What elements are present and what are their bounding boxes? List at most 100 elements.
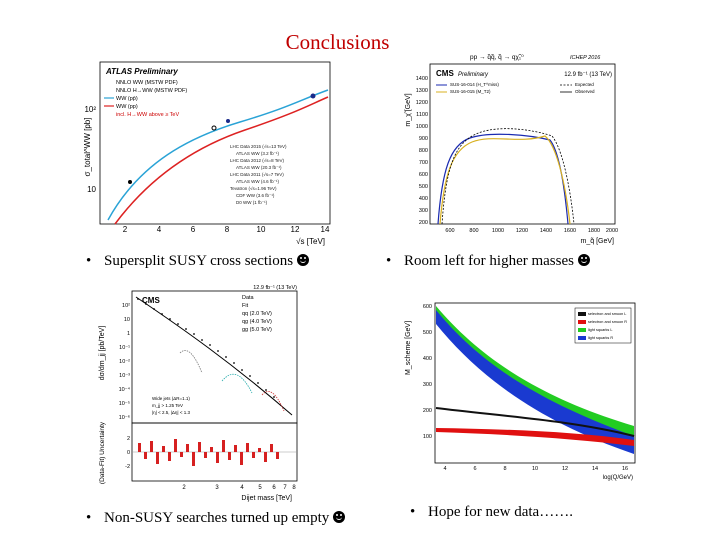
bullet-dot: • — [386, 253, 392, 269]
susy-xtick: 1400 — [540, 228, 552, 234]
mass-legend: light squarks R — [588, 336, 613, 340]
susy-header: pp → q̃q̃, q̃ → qχ̃₁⁰ — [470, 54, 524, 61]
dijet-xtick: 6 — [272, 485, 276, 491]
dijet-ytick: 10⁻⁵ — [119, 400, 130, 407]
dijet-lumi: 12.9 fb⁻¹ (13 TeV) — [253, 285, 297, 291]
ww-legend: WW (pp̄) — [116, 96, 138, 102]
bullet-text: Room left for higher masses — [404, 253, 574, 269]
susy-legend: Expected — [575, 82, 594, 87]
ww-ytick-2: 10 — [87, 185, 96, 194]
bullet-hope-new-data: • Hope for new data……. — [410, 504, 573, 521]
dijet-note: Wide jets (ΔR=1.1) — [152, 396, 190, 401]
ww-legend: NNLO H→WW (MSTW PDF) — [116, 88, 187, 94]
smiley-icon — [297, 254, 310, 266]
susy-brand-sub: Preliminary — [458, 72, 489, 78]
susy-ylabel: m_χ̃ [GeV] — [405, 93, 412, 126]
dijet-ylabel-ratio: (Data-Fit) Uncertainty — [99, 421, 106, 484]
susy-ytick: 700 — [419, 160, 428, 166]
ww-xtick: 2 — [123, 225, 128, 234]
dijet-ytick: 10⁻¹ — [119, 345, 130, 351]
ww-data-legend: Tevatron (√s=1.96 TeV) — [230, 186, 277, 191]
dijet-legend: gg (5.0 TeV) — [242, 327, 272, 333]
bullet-dot: • — [86, 510, 92, 526]
dijet-xtick: 3 — [215, 485, 219, 491]
susy-lumi: 12.9 fb⁻¹ (13 TeV) — [564, 72, 612, 78]
ww-xtick: 6 — [191, 225, 196, 234]
ww-data-legend: LHC Data 2012 (√s=8 TeV) — [230, 158, 285, 163]
susy-legend: SUS-16-014 (H_T^miss) — [450, 82, 499, 87]
mass-ytick: 400 — [423, 356, 432, 362]
susy-ytick: 1000 — [416, 124, 428, 130]
ww-ylabel: σ_total^WW [pb] — [83, 118, 92, 177]
susy-xtick: 800 — [469, 228, 478, 234]
susy-ytick: 1400 — [416, 76, 428, 82]
susy-ytick: 900 — [419, 136, 428, 142]
mass-xtick: 16 — [622, 466, 628, 472]
bullet-dot: • — [86, 253, 92, 269]
ww-xlabel: √s [TeV] — [296, 237, 325, 246]
ww-data-legend: ATLAS WW (4.6 fb⁻¹) — [236, 179, 280, 184]
ww-legend: incl. H→WW above ≥ TeV — [116, 112, 179, 118]
ww-data-legend: CDF WW (3.6 fb⁻¹) — [236, 193, 275, 198]
mass-legend: selectron and smuon L — [588, 312, 626, 316]
dijet-ytick: 1 — [127, 331, 130, 337]
mass-ylabel: M_scheme [GeV] — [405, 321, 412, 375]
susy-xtick: 1600 — [564, 228, 576, 234]
mass-xtick: 4 — [443, 466, 446, 472]
ww-xtick: 12 — [291, 225, 300, 234]
susy-xtick: 600 — [445, 228, 454, 234]
susy-ytick: 800 — [419, 148, 428, 154]
dijet-legend: Fit — [242, 303, 249, 309]
dijet-legend: qq (2.0 TeV) — [242, 311, 272, 317]
bullet-non-susy-searches: • Non-SUSY searches turned up empty — [86, 510, 346, 527]
susy-ytick: 500 — [419, 184, 428, 190]
mass-running-plot: M_scheme [GeV] 600 500 400 300 200 100 4… — [400, 298, 640, 483]
dijet-note: |η| < 2.5, |Δη| < 1.3 — [152, 410, 190, 415]
dijet-legend: Data — [242, 295, 255, 301]
dijet-legend: qg (4.0 TeV) — [242, 319, 272, 325]
smiley-icon — [577, 254, 590, 266]
dijet-xtick: 4 — [240, 485, 244, 491]
susy-xtick: 2000 — [606, 228, 618, 234]
mass-xtick: 12 — [562, 466, 568, 472]
dijet-ytick: 10⁻³ — [119, 373, 130, 379]
susy-brand: CMS — [436, 69, 454, 78]
dijet-brand: CMS — [142, 296, 160, 305]
mass-legend: selectron and smuon R — [588, 320, 627, 324]
dijet-ratio-ytick: 2 — [127, 436, 130, 442]
dijet-ytick: 10⁻⁴ — [119, 386, 131, 393]
smiley-icon — [333, 511, 346, 523]
dijet-note: m_jj > 1.25 TeV — [152, 403, 183, 408]
ww-data-legend: ATLAS WW (3.2 fb⁻¹) — [236, 151, 280, 156]
susy-ytick: 1300 — [416, 88, 428, 94]
susy-xlabel: m_q̃ [GeV] — [581, 238, 615, 245]
susy-ytick: 600 — [419, 172, 428, 178]
ww-data-legend: LHC Data 2011 (√s=7 TeV) — [230, 172, 284, 177]
ww-data-legend: D0 WW (1 fb⁻¹) — [236, 200, 268, 205]
mass-ytick: 600 — [423, 304, 432, 310]
bullet-text: Hope for new data……. — [428, 504, 573, 520]
mass-xtick: 14 — [592, 466, 598, 472]
bullet-susy-cross-sections: • Supersplit SUSY cross sections — [86, 253, 310, 270]
mass-xtick: 6 — [473, 466, 476, 472]
dijet-ytick: 10⁻² — [119, 359, 130, 365]
dijet-ratio-ytick: -2 — [125, 464, 130, 470]
susy-conf: ICHEP 2016 — [570, 55, 601, 61]
ww-legend: NNLO WW (MSTW PDF) — [116, 80, 178, 86]
dijet-xtick: 5 — [258, 485, 262, 491]
mass-ytick: 300 — [423, 382, 432, 388]
dijet-xlabel: Dijet mass [TeV] — [241, 495, 292, 502]
dijet-ytick: 10 — [124, 317, 130, 323]
dijet-ytick: 10⁻⁶ — [119, 414, 130, 421]
ww-cross-section-plot: σ_total^WW [pb] 10² 10 2 4 6 8 10 12 14 … — [80, 52, 335, 247]
ww-data-legend: ATLAS WW (20.3 fb⁻¹) — [236, 165, 282, 170]
ww-xtick: 10 — [257, 225, 266, 234]
ww-xtick: 4 — [157, 225, 162, 234]
susy-ytick: 400 — [419, 196, 428, 202]
mass-ytick: 200 — [423, 408, 432, 414]
susy-ytick: 1100 — [416, 112, 428, 118]
bullet-dot: • — [410, 504, 416, 520]
susy-ytick: 1200 — [416, 100, 428, 106]
ww-brand: ATLAS Preliminary — [105, 67, 178, 76]
mass-xtick: 10 — [532, 466, 538, 472]
